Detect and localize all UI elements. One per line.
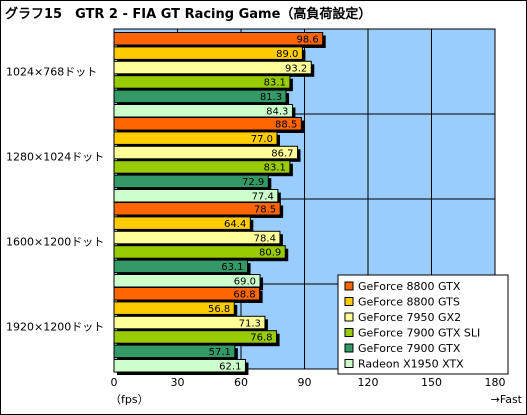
bar (113, 259, 249, 274)
bar-value-label: 72.9 (242, 177, 264, 188)
bar (113, 75, 291, 89)
bar-value-label: 62.1 (219, 362, 241, 373)
bar-value-label: 88.5 (275, 120, 297, 131)
bar (113, 230, 281, 245)
bar-value-label: 98.6 (296, 35, 318, 46)
legend-swatch (344, 359, 354, 368)
bar-value-label: 78.4 (254, 233, 276, 244)
legend-swatch (344, 297, 354, 306)
x-tick-label: 150 (421, 376, 442, 389)
x-tick-label: 90 (298, 376, 312, 389)
legend-label: GeForce 7900 GTX (358, 342, 461, 355)
bar (113, 60, 312, 75)
x-tick-label: 120 (358, 376, 379, 389)
bar-value-label: 78.5 (254, 205, 276, 216)
legend-label: GeForce 8800 GTS (358, 296, 460, 309)
bar (113, 216, 251, 230)
category-label: 1920×1200ドット (6, 321, 104, 334)
bar (113, 174, 269, 189)
bar (113, 287, 261, 301)
bar (113, 301, 235, 315)
bar-value-label: 69.0 (234, 277, 256, 288)
bar-value-label: 83.1 (264, 163, 286, 174)
bar-value-label: 64.4 (224, 219, 246, 230)
category-label: 1024×768ドット (6, 66, 97, 79)
bar-value-label: 81.3 (260, 92, 282, 103)
category-label: 1600×1200ドット (6, 236, 104, 249)
bar-value-label: 93.2 (285, 63, 307, 74)
legend-box (337, 274, 509, 375)
x-tick-label: 30 (171, 376, 185, 389)
bar-value-label: 80.9 (259, 248, 281, 259)
x-unit-label: （fps） (110, 393, 149, 406)
bar-value-label: 86.7 (271, 148, 293, 159)
bar-value-label: 56.8 (208, 304, 230, 315)
bar (113, 145, 299, 160)
x-tick-label: 0 (111, 376, 118, 389)
bar (113, 160, 291, 174)
category-label: 1280×1024ドット (6, 151, 104, 164)
bar (113, 131, 278, 145)
bar (113, 245, 286, 259)
bar (113, 359, 246, 373)
bar-value-label: 84.3 (266, 107, 288, 118)
x-tick-label: 180 (485, 376, 506, 389)
legend-label: GeForce 8800 GTX (358, 280, 461, 293)
bar-value-label: 71.3 (239, 318, 261, 329)
bar (113, 344, 236, 359)
bar-value-label: 83.1 (264, 78, 286, 89)
bar (113, 89, 287, 104)
legend-swatch (344, 281, 354, 291)
bar (113, 202, 281, 216)
legend-swatch (344, 312, 354, 322)
bar (113, 330, 278, 344)
legend-label: Radeon X1950 XTX (358, 358, 464, 371)
bar-value-label: 57.1 (209, 347, 231, 358)
x-tick-label: 60 (234, 376, 248, 389)
legend-label: GeForce 7900 GTX SLI (358, 327, 480, 340)
bar-value-label: 89.0 (276, 49, 298, 60)
bar-value-label: 77.0 (251, 134, 273, 145)
bar (113, 315, 266, 330)
legend-swatch (344, 328, 354, 337)
legend-label: GeForce 7950 GX2 (358, 311, 461, 324)
bar-value-label: 77.4 (252, 192, 274, 203)
bar (113, 46, 303, 60)
legend-swatch (344, 343, 354, 353)
bar-value-label: 76.8 (250, 333, 272, 344)
chart-title: グラフ15 GTR 2 - FIA GT Racing Game（高負荷設定） (5, 6, 371, 22)
bar (113, 32, 324, 46)
x-direction-label: →Fast (491, 393, 523, 406)
bar-value-label: 68.8 (233, 290, 255, 301)
bar (113, 117, 302, 131)
bar-value-label: 63.1 (221, 262, 243, 273)
